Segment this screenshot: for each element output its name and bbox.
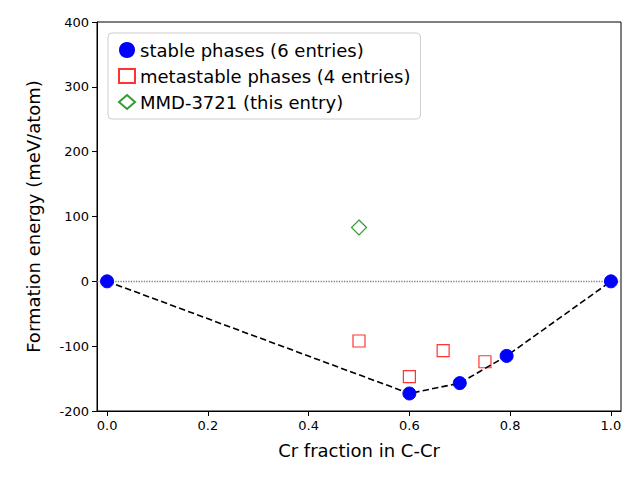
svg-text:Cr fraction in C-Cr: Cr fraction in C-Cr [278,440,440,461]
svg-text:0.8: 0.8 [500,418,521,433]
svg-text:-100: -100 [59,339,89,354]
svg-text:200: 200 [64,144,89,159]
svg-text:0.6: 0.6 [399,418,420,433]
svg-text:400: 400 [64,15,89,30]
svg-text:0.2: 0.2 [198,418,219,433]
svg-text:MMD-3721 (this entry): MMD-3721 (this entry) [140,92,343,113]
svg-text:100: 100 [64,209,89,224]
svg-text:metastable phases (4 entries): metastable phases (4 entries) [140,66,410,87]
svg-text:300: 300 [64,79,89,94]
svg-text:0.4: 0.4 [298,418,319,433]
svg-text:stable phases (6 entries): stable phases (6 entries) [140,40,364,61]
svg-text:1.0: 1.0 [601,418,622,433]
svg-text:-200: -200 [59,404,89,419]
svg-text:Formation energy (meV/atom): Formation energy (meV/atom) [23,80,44,353]
svg-text:0: 0 [81,274,89,289]
svg-text:0.0: 0.0 [97,418,118,433]
